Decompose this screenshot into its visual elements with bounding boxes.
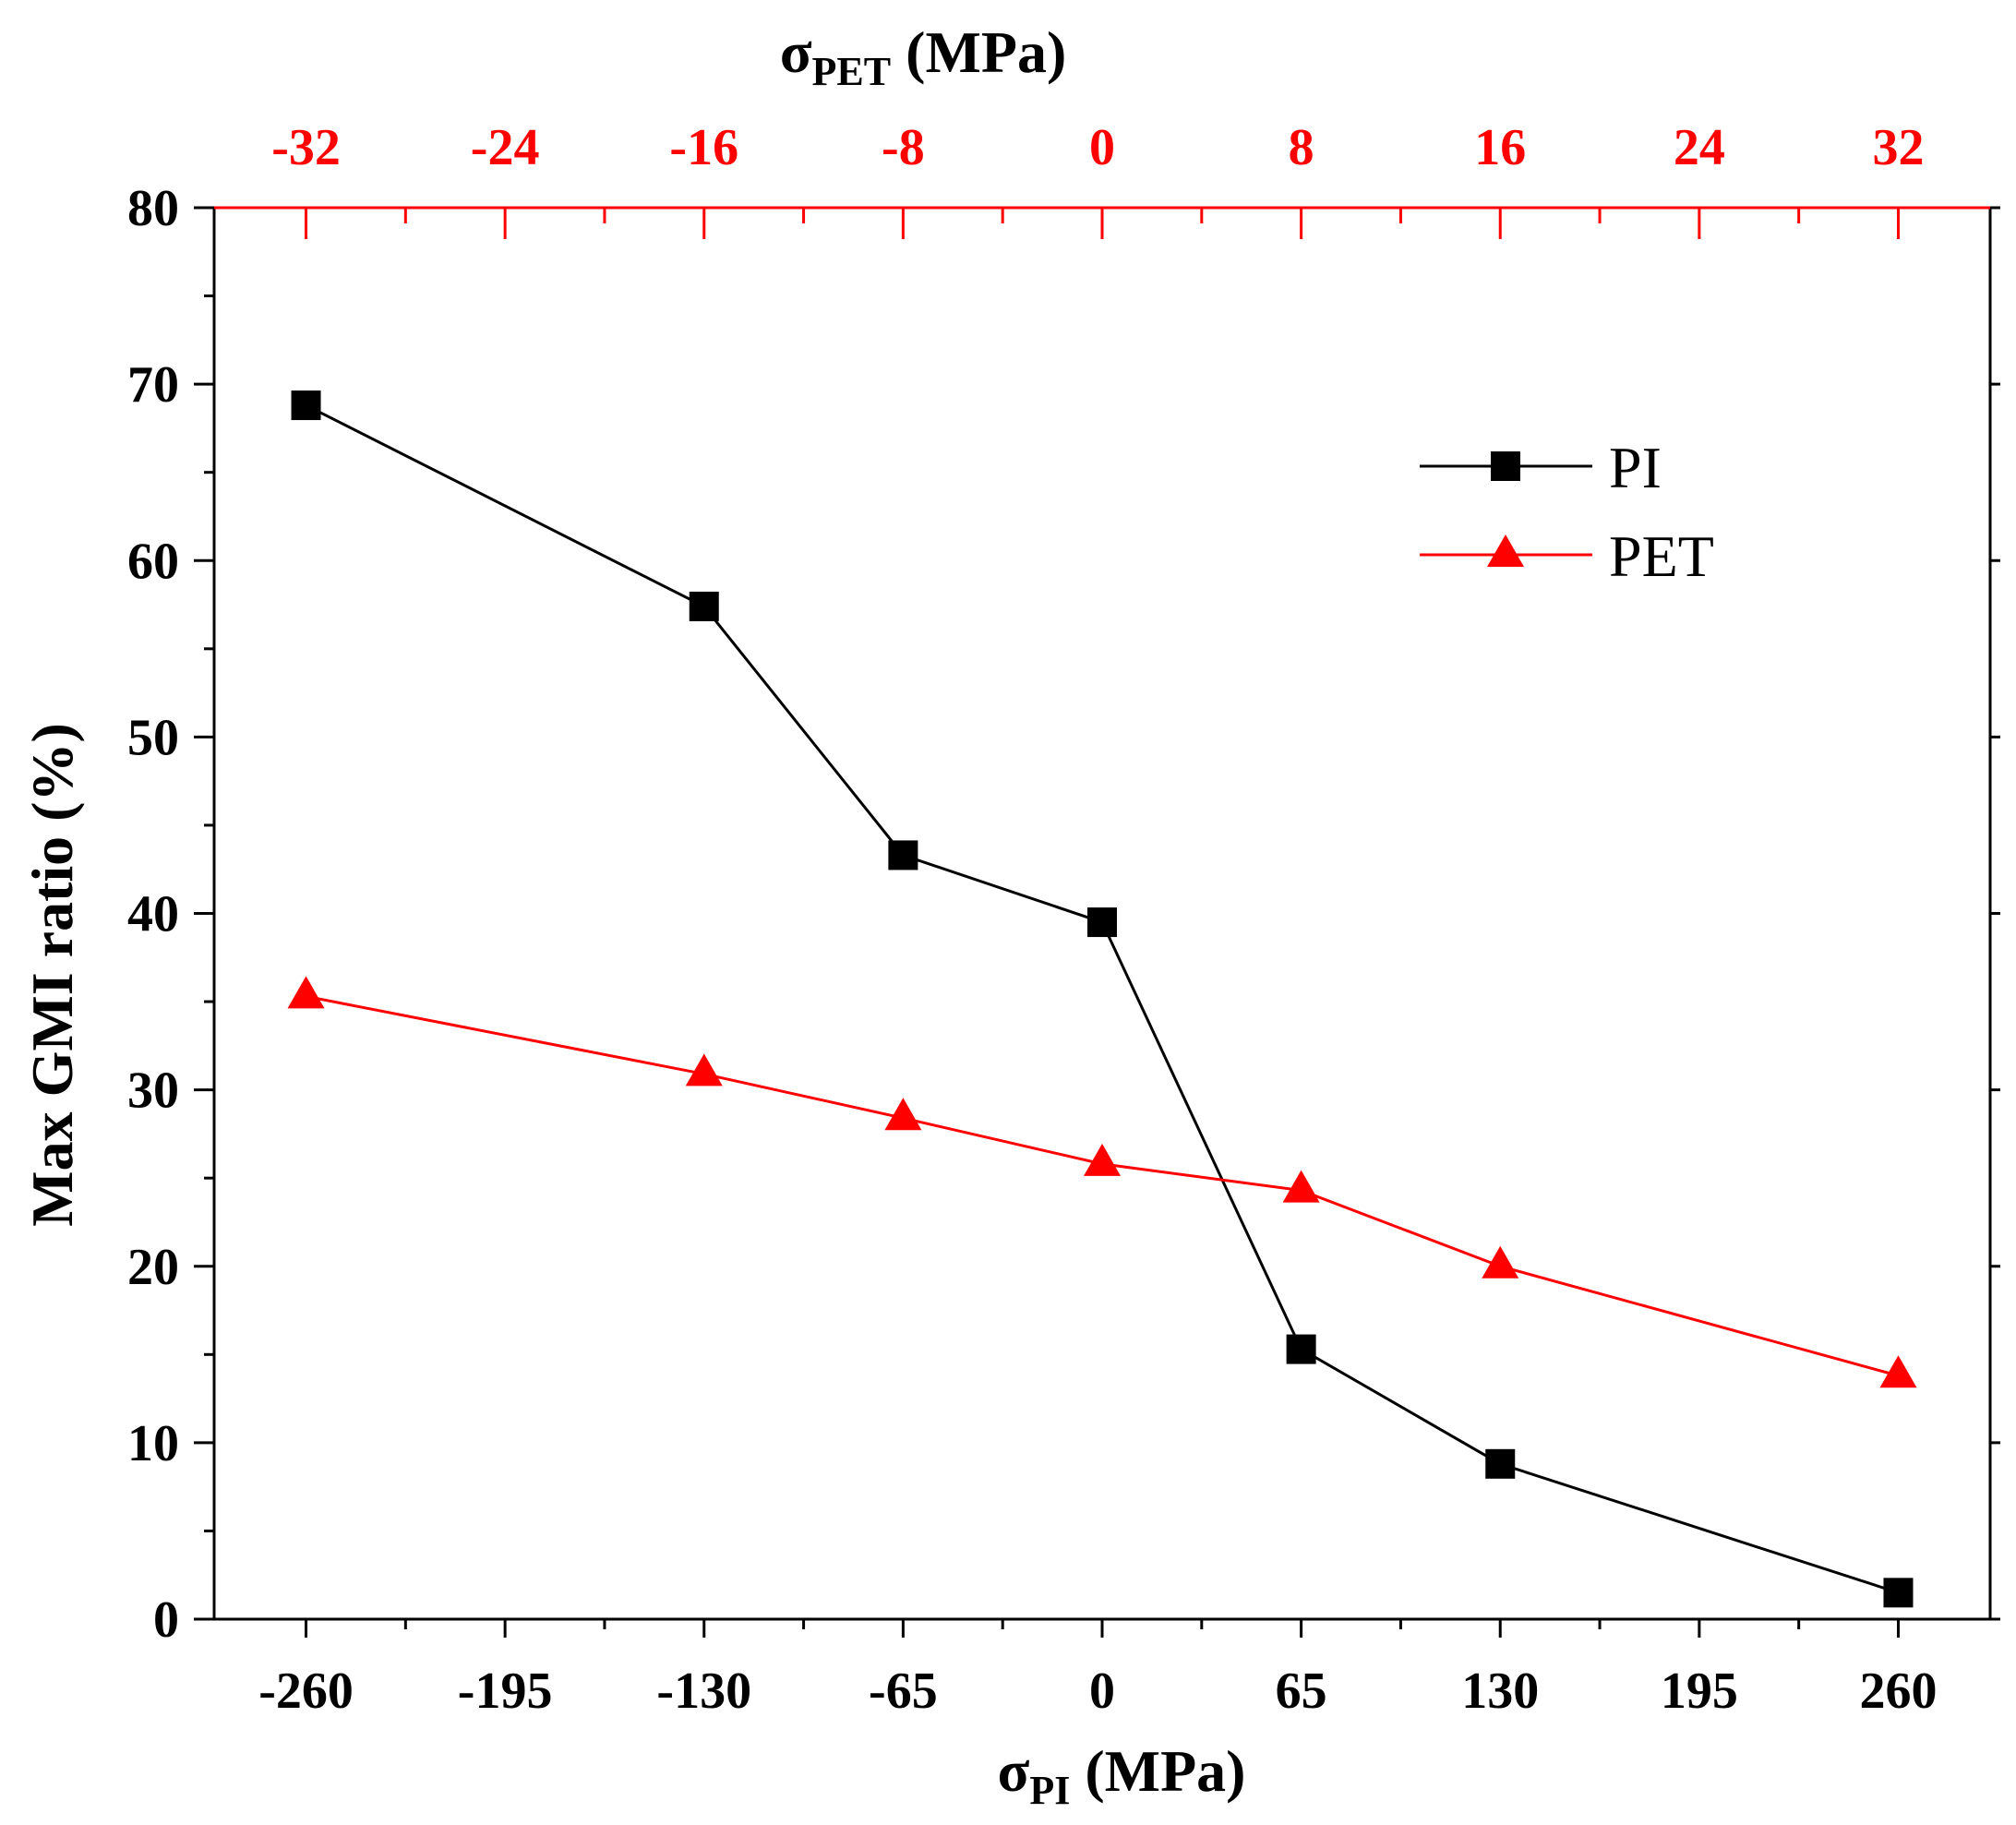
data-point-pi xyxy=(1485,1448,1516,1479)
data-point-pet xyxy=(287,976,325,1009)
top-axis-title-unit: (MPa) xyxy=(891,19,1066,85)
bottom-axis-title-main: σ xyxy=(998,1738,1030,1804)
bottom-tick-label: 195 xyxy=(1661,1663,1738,1720)
legend-marker-pi xyxy=(1491,451,1520,481)
bottom-tick-label: 65 xyxy=(1276,1663,1327,1720)
top-tick-label: 32 xyxy=(1872,119,1924,176)
top-axis-title-main: σ xyxy=(780,19,812,85)
y-tick-label: 30 xyxy=(127,1063,179,1120)
bottom-tick-label: -195 xyxy=(458,1663,553,1720)
bottom-tick-label: -260 xyxy=(258,1663,354,1720)
data-point-pet xyxy=(1282,1170,1320,1203)
y-tick-label: 50 xyxy=(127,709,179,766)
legend: PI PET xyxy=(1420,435,1714,589)
bottom-tick-label: 260 xyxy=(1859,1663,1937,1720)
top-tick-label: 16 xyxy=(1474,119,1526,176)
bottom-tick-label: 0 xyxy=(1089,1663,1115,1720)
y-tick-label: 40 xyxy=(127,886,179,943)
top-axis-title-sub: PET xyxy=(812,49,892,94)
data-point-pet xyxy=(685,1053,723,1087)
data-point-pet xyxy=(884,1098,922,1131)
bottom-tick-label: -130 xyxy=(656,1663,751,1720)
bottom-tick-label: -65 xyxy=(869,1663,938,1720)
y-tick-label: 70 xyxy=(127,356,179,414)
data-point-pi xyxy=(689,591,719,621)
bottom-axis-title-unit: (MPa) xyxy=(1070,1738,1245,1804)
top-tick-label: 8 xyxy=(1289,119,1314,176)
legend-marker-pet xyxy=(1487,534,1524,567)
top-tick-label: 24 xyxy=(1674,119,1725,176)
bottom-axis-title: σPI (MPa) xyxy=(998,1738,1246,1813)
top-tick-label: -16 xyxy=(669,119,738,176)
y-tick-label: 0 xyxy=(153,1591,179,1649)
data-point-pi xyxy=(1286,1334,1316,1364)
y-tick-label: 10 xyxy=(127,1415,179,1472)
data-point-pet xyxy=(1879,1355,1917,1388)
axes-ticks: -260 -195 -130 -65 0 65 130 195 260 -32 -24 -16 -8 0 8… xyxy=(127,119,2000,1720)
data-point-pet xyxy=(1084,1143,1121,1176)
data-point-pi xyxy=(291,390,321,421)
data-point-pi xyxy=(1883,1578,1914,1608)
top-tick-label: 0 xyxy=(1089,119,1115,176)
y-axis-title: Max GMI ratio (%) xyxy=(19,723,85,1227)
data-point-pet xyxy=(1482,1245,1519,1279)
data-point-pi xyxy=(1087,907,1117,938)
top-tick-label: -24 xyxy=(471,119,540,176)
y-tick-label: 60 xyxy=(127,533,179,590)
series-line-pet xyxy=(306,994,1899,1377)
top-axis-title: σPET (MPa) xyxy=(780,19,1067,94)
y-tick-label: 20 xyxy=(127,1239,179,1296)
y-tick-label: 80 xyxy=(127,180,179,237)
legend-label-pet: PET xyxy=(1609,523,1714,589)
data-point-pi xyxy=(888,840,918,870)
bottom-axis-title-sub: PI xyxy=(1029,1768,1070,1813)
legend-label-pi: PI xyxy=(1609,435,1662,500)
top-tick-label: -8 xyxy=(882,119,925,176)
series-group xyxy=(287,390,1917,1608)
top-tick-label: -32 xyxy=(271,119,341,176)
bottom-tick-label: 130 xyxy=(1461,1663,1539,1720)
